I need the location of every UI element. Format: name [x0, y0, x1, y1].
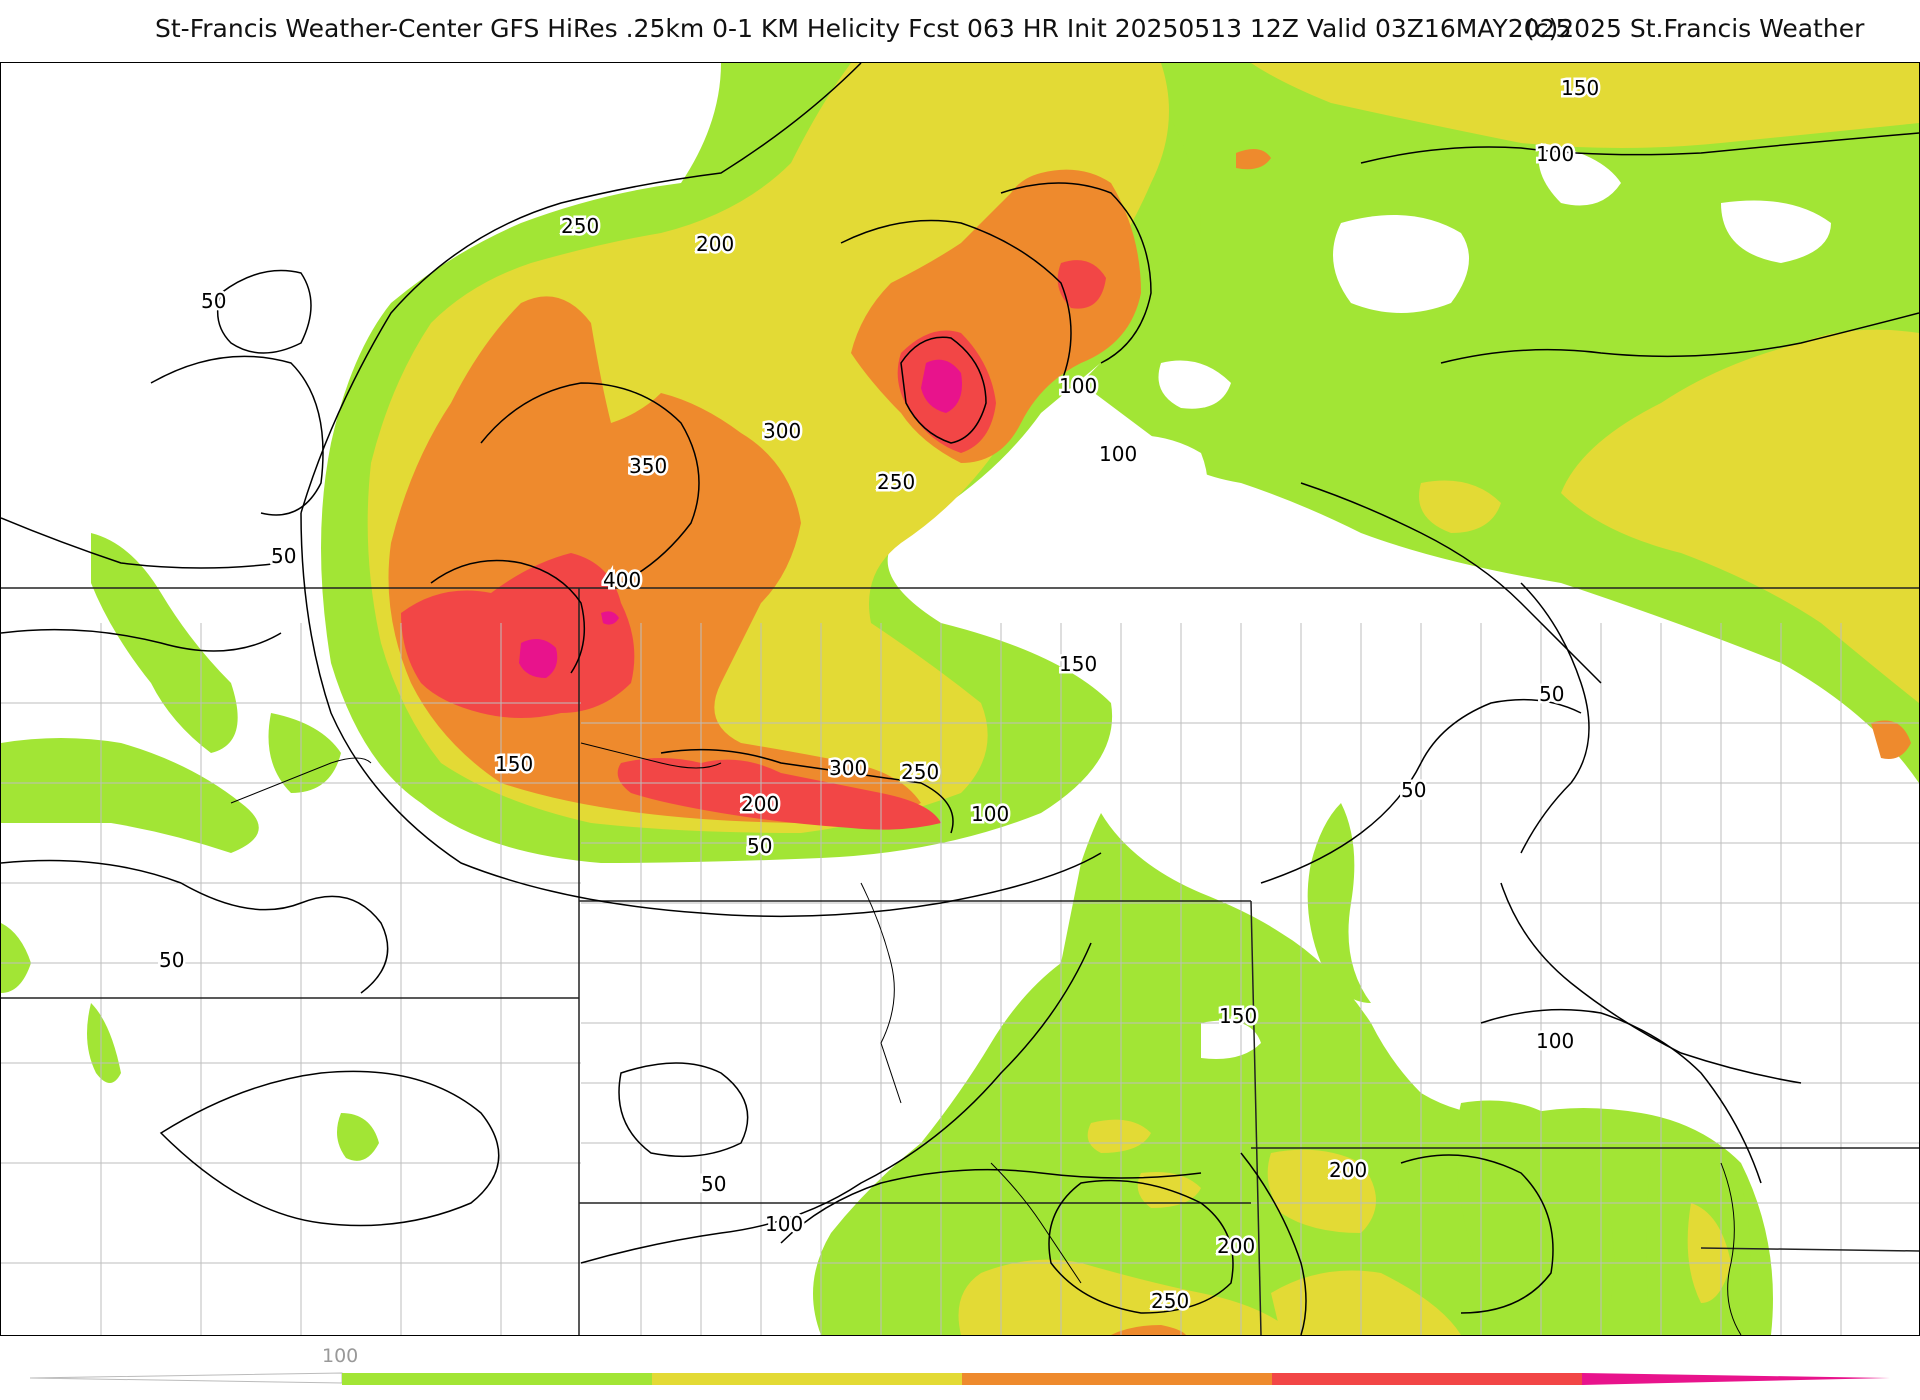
contour-label-100-c: 100 — [1536, 142, 1574, 166]
contour-label-250-a: 250 — [561, 214, 599, 238]
legend-seg-300 — [962, 1373, 1272, 1385]
fill-300-east-spot — [1871, 720, 1911, 759]
fill-100-west-strip4 — [87, 1003, 121, 1083]
fill-200-se — [1687, 1203, 1731, 1303]
fill-300-north-topspot — [1236, 149, 1271, 170]
fill-400-west-core — [401, 553, 635, 718]
contour-label-50-f: 50 — [159, 948, 184, 972]
contour-label-250-d: 250 — [1151, 1289, 1189, 1313]
fill-200-northeast — [1251, 63, 1919, 148]
fill-100-west-strip5 — [1, 923, 31, 993]
fill-100-south — [813, 813, 1773, 1335]
contour-label-200-c: 200 — [1329, 1158, 1367, 1182]
contour-label-50-d: 50 — [747, 834, 772, 858]
contour-label-100-b: 100 — [1099, 442, 1137, 466]
rivers — [230, 742, 1742, 1335]
contour-label-100-f: 100 — [765, 1212, 803, 1236]
fill-400-north-spot — [1057, 260, 1106, 309]
color-legend — [30, 1372, 1890, 1385]
fill-100-west-strip3 — [268, 713, 341, 793]
contour-label-200-a: 200 — [696, 232, 734, 256]
contour-label-150-d: 150 — [1219, 1004, 1257, 1028]
hole-ne-3 — [1721, 200, 1831, 263]
contour-label-250-c: 250 — [901, 760, 939, 784]
fill-200-east-spot — [1419, 480, 1501, 533]
contour-label-300-b: 300 — [829, 756, 867, 780]
map-frame: 250 200 50 300 350 250 50 400 100 100 15… — [0, 62, 1920, 1336]
legend-seg-500 — [1582, 1373, 1890, 1385]
contour-label-50-g: 50 — [701, 1172, 726, 1196]
fill-500-mid — [601, 611, 619, 625]
fill-500-west — [519, 639, 558, 678]
fill-200-south-spot1 — [1087, 1119, 1151, 1153]
hole-ne-1 — [1333, 215, 1469, 313]
fill-200-south3 — [1267, 1149, 1376, 1233]
fill-100-west-spot — [337, 1113, 379, 1161]
contour-label-150-c: 150 — [495, 752, 533, 776]
contour-label-400: 400 — [603, 568, 641, 592]
hole-north-1 — [891, 539, 951, 603]
fill-300-south-spot — [1111, 1325, 1186, 1335]
contour-label-100-e: 100 — [1536, 1029, 1574, 1053]
contour-label-150-a: 150 — [1561, 76, 1599, 100]
contour-label-150-b: 150 — [1059, 652, 1097, 676]
legend-tick-label-100: 100 — [322, 1345, 359, 1367]
title-text: St-Francis Weather-Center GFS HiRes .25k… — [155, 14, 1572, 43]
legend-seg-200 — [652, 1373, 962, 1385]
contour-label-100-d: 100 — [971, 802, 1009, 826]
contour-label-350: 350 — [629, 454, 667, 478]
map-title: St-Francis Weather-Center GFS HiRes .25k… — [0, 14, 1920, 50]
contour-label-200-d: 200 — [1217, 1234, 1255, 1258]
contour-label-250-b: 250 — [877, 470, 915, 494]
fill-100-west-strip2 — [1, 738, 259, 853]
legend-seg-100 — [342, 1373, 652, 1385]
contour-label-50-e: 50 — [1401, 778, 1426, 802]
helicity-map: 250 200 50 300 350 250 50 400 100 100 15… — [1, 63, 1919, 1335]
legend-seg-400 — [1272, 1373, 1582, 1385]
fill-500-north — [921, 359, 962, 413]
hole-north-2 — [1158, 360, 1231, 409]
hole-ne-2 — [1538, 143, 1621, 206]
hole-east-mid — [1049, 435, 1208, 635]
fill-200-south2 — [1271, 1270, 1461, 1335]
copyright-text: (c)2025 St.Francis Weather — [1525, 14, 1865, 43]
fill-200-east — [1561, 329, 1919, 703]
contour-label-200-b: 200 — [741, 792, 779, 816]
fill-100-northeast — [1081, 63, 1919, 783]
fill-100-west-strip1 — [91, 533, 238, 753]
fill-100-southeast — [1456, 1100, 1615, 1335]
legend-seg-0 — [30, 1372, 343, 1384]
contour-label-50-c: 50 — [1539, 682, 1564, 706]
contour-label-50-b: 50 — [271, 544, 296, 568]
hole-south-1 — [1201, 1020, 1261, 1059]
contour-label-100-a: 100 — [1059, 374, 1097, 398]
fill-200-south — [958, 1259, 1291, 1335]
contour-label-50-a: 50 — [201, 289, 226, 313]
fill-400-south-band — [617, 758, 941, 830]
state-borders — [1, 587, 1919, 1335]
contour-label-300-a: 300 — [763, 419, 801, 443]
contour-lines — [1, 63, 1919, 1335]
